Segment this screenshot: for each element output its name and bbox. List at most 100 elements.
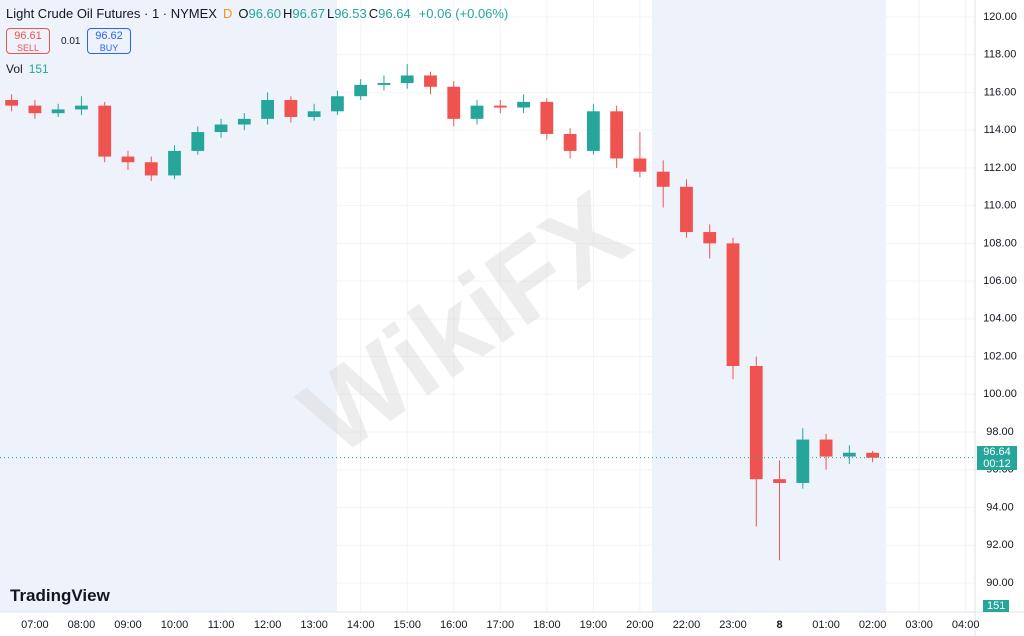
legend: Light Crude Oil Futures · 1 · NYMEX D O9… [6, 6, 508, 21]
ohlc-value: 96.67 [292, 6, 325, 21]
ohlc-value: 96.60 [248, 6, 282, 21]
candle-body [144, 162, 158, 176]
change: +0.06 (+0.06%) [418, 6, 509, 21]
x-tick-label: 08:00 [68, 619, 96, 631]
candle-body [703, 232, 717, 244]
buy-label: BUY [99, 43, 119, 53]
y-tick-label: 110.00 [984, 200, 1017, 212]
x-tick-label: 23:00 [719, 619, 747, 631]
candle-body [261, 99, 275, 119]
session-shade [652, 0, 886, 612]
x-tick-label: 13:00 [300, 619, 328, 631]
candle-body [121, 156, 135, 163]
ohlc-key: C [368, 6, 379, 21]
x-tick-label: 22:00 [673, 619, 701, 631]
y-tick-label: 92.00 [986, 539, 1014, 551]
candle-body [796, 439, 810, 483]
y-tick-label: 104.00 [983, 313, 1017, 325]
x-tick-label: 19:00 [580, 619, 608, 631]
sell-button[interactable]: 96.61 SELL [6, 28, 50, 54]
x-tick-label: 18:00 [533, 619, 561, 631]
y-tick-label: 106.00 [983, 275, 1017, 287]
last-price: 96.64 [983, 445, 1011, 458]
candle-body [237, 118, 251, 125]
candle-body [749, 365, 763, 480]
x-tick-label: 04:00 [952, 619, 980, 631]
candle-body [307, 111, 321, 117]
candles [0, 64, 975, 561]
x-tick-label: 16:00 [440, 619, 468, 631]
x-tick-label: 01:00 [812, 619, 840, 631]
axes: 90.0092.0094.0096.0098.00100.00102.00104… [21, 11, 1017, 631]
candle-body [447, 86, 461, 119]
candle-body [5, 99, 19, 106]
y-tick-label: 120.00 [983, 11, 1017, 23]
candle-body [75, 105, 88, 110]
x-tick-label: 07:00 [21, 619, 49, 631]
x-tick-label: 10:00 [161, 619, 189, 631]
volume-value: 151 [28, 62, 49, 76]
candle-body [470, 105, 484, 119]
y-tick-label: 116.00 [984, 86, 1017, 98]
ohlc-value: 96.53 [334, 6, 367, 21]
y-tick-label: 118.00 [984, 49, 1017, 61]
y-tick-label: 112.00 [984, 162, 1017, 174]
ohlc-legend: O96.60 H96.67 L96.53 C96.64 [238, 6, 412, 21]
brand: TradingView [10, 586, 110, 605]
x-tick-label: 03:00 [905, 619, 933, 631]
candle-body [377, 83, 391, 85]
x-tick-label: 15:00 [393, 619, 421, 631]
y-tick-label: 100.00 [983, 388, 1017, 400]
x-tick-label: 20:00 [626, 619, 654, 631]
volume-legend: Vol 151 [6, 62, 49, 76]
countdown: 00:12 [983, 457, 1011, 470]
spread: 0.01 [61, 36, 81, 47]
candle-body [28, 105, 42, 114]
y-tick-label: 90.00 [986, 577, 1014, 589]
last-price-badge: 96.64 00:12 [977, 445, 1017, 470]
candle-body [726, 243, 740, 366]
candle-body [773, 479, 786, 483]
candle-body [540, 101, 554, 134]
buy-button[interactable]: 96.62 BUY [87, 28, 131, 54]
candle-body [331, 96, 344, 112]
volume-badge: 151 [983, 600, 1010, 612]
volume-label: Vol [6, 62, 23, 76]
ohlc-key: H [283, 6, 293, 21]
candle-body [98, 105, 112, 157]
y-tick-label: 108.00 [983, 237, 1017, 249]
x-tick-label: 02:00 [859, 619, 887, 631]
candle-body [866, 452, 880, 458]
ohlc-value: 96.64 [378, 6, 411, 21]
candle-body [842, 452, 856, 457]
y-tick-label: 102.00 [983, 350, 1017, 362]
candle-body [586, 111, 600, 151]
x-tick-label: 8 [776, 619, 782, 631]
candle-body [168, 150, 181, 176]
candle-body [819, 439, 833, 457]
candle-body [400, 75, 414, 84]
candle-body [517, 101, 530, 108]
x-tick-label: 17:00 [487, 619, 515, 631]
candle-body [610, 111, 624, 159]
y-tick-label: 98.00 [986, 426, 1014, 438]
candle-body [284, 99, 298, 117]
y-tick-label: 94.00 [986, 501, 1014, 513]
candle-body [51, 109, 65, 114]
candle-body [563, 133, 577, 151]
grid [0, 0, 975, 612]
session-shade [0, 0, 337, 612]
candle-body [424, 75, 437, 87]
candle-body [354, 84, 368, 97]
symbol-title: Light Crude Oil Futures · 1 · NYMEX [6, 6, 217, 21]
x-tick-label: 12:00 [254, 619, 282, 631]
candle-body [680, 186, 693, 233]
x-tick-label: 14:00 [347, 619, 375, 631]
sell-price: 96.61 [14, 30, 42, 42]
candle-body [493, 105, 507, 108]
y-tick-label: 114.00 [984, 124, 1017, 136]
candle-body [656, 171, 670, 187]
candle-body [633, 158, 647, 172]
